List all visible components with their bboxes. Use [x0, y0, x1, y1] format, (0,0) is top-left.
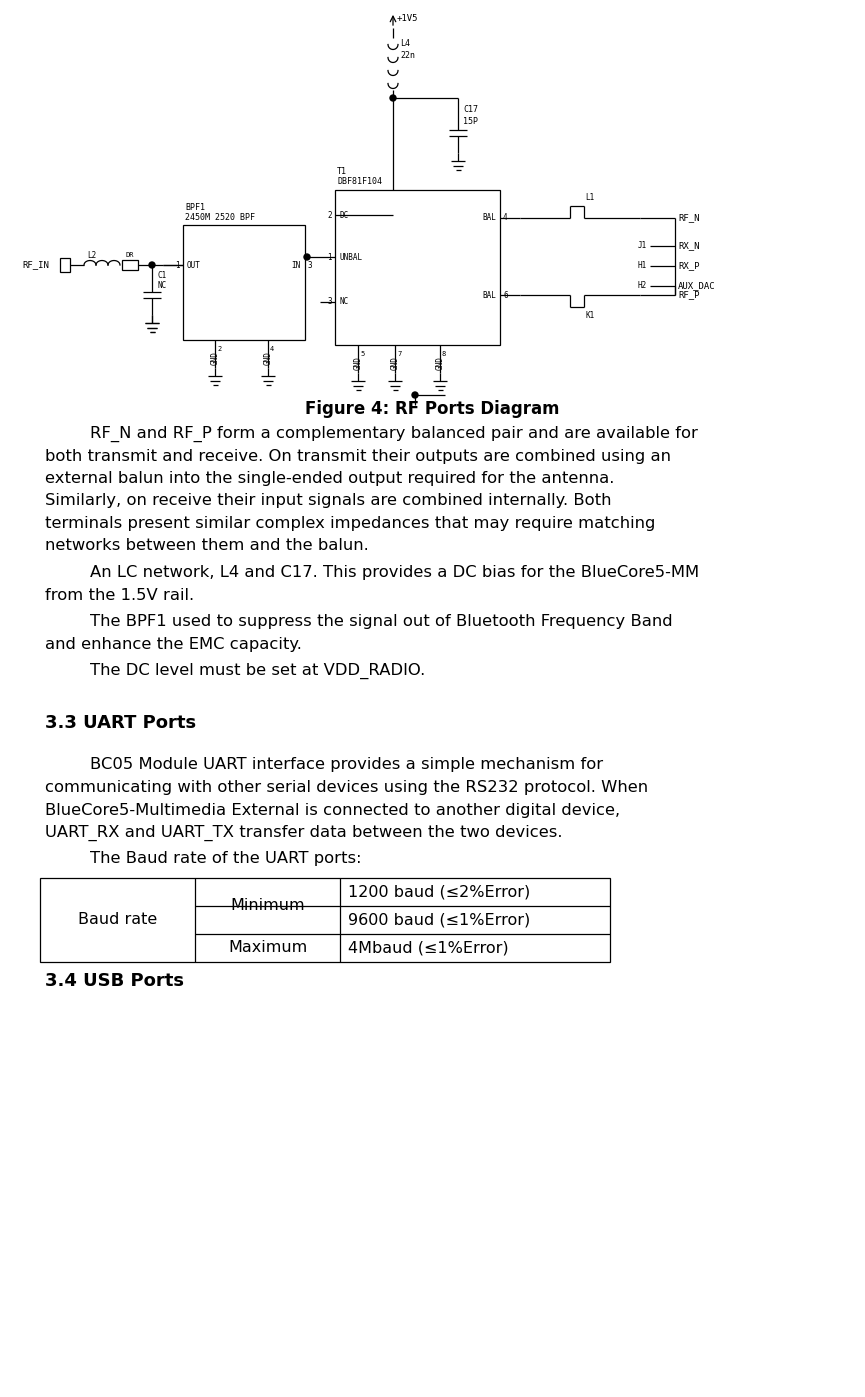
Text: 3: 3	[327, 298, 332, 306]
Text: The Baud rate of the UART ports:: The Baud rate of the UART ports:	[90, 852, 362, 866]
Bar	[183, 225, 305, 339]
Polygon shape	[60, 258, 70, 272]
Text: GND: GND	[390, 356, 400, 370]
Text: L4: L4	[400, 39, 410, 49]
Text: An LC network, L4 and C17. This provides a DC bias for the BlueCore5-MM: An LC network, L4 and C17. This provides…	[90, 564, 699, 580]
Bar	[122, 260, 138, 270]
Text: NC: NC	[339, 298, 349, 306]
Text: 9600 baud (≤1%Error): 9600 baud (≤1%Error)	[348, 912, 530, 928]
Text: Figure 4: RF Ports Diagram: Figure 4: RF Ports Diagram	[305, 400, 560, 418]
Text: 1: 1	[327, 253, 332, 261]
Circle shape	[149, 263, 155, 268]
Text: Similarly, on receive their input signals are combined internally. Both: Similarly, on receive their input signal…	[45, 493, 612, 509]
Text: DC: DC	[339, 211, 349, 219]
Text: L2: L2	[87, 251, 97, 260]
Text: BC05 Module UART interface provides a simple mechanism for: BC05 Module UART interface provides a si…	[90, 757, 603, 773]
Bar	[335, 190, 500, 345]
Text: T1: T1	[337, 168, 347, 176]
Text: BAL: BAL	[482, 214, 496, 222]
Text: RF_IN: RF_IN	[22, 260, 49, 270]
Text: OUT: OUT	[187, 260, 201, 270]
Text: terminals present similar complex impedances that may require matching: terminals present similar complex impeda…	[45, 515, 656, 531]
Circle shape	[304, 254, 310, 260]
Text: RX_P: RX_P	[678, 261, 700, 271]
Text: 8: 8	[442, 351, 446, 358]
Text: external balun into the single-ended output required for the antenna.: external balun into the single-ended out…	[45, 471, 614, 486]
Circle shape	[390, 95, 396, 101]
Text: 3: 3	[308, 260, 312, 270]
Text: RF_N and RF_P form a complementary balanced pair and are available for: RF_N and RF_P form a complementary balan…	[90, 426, 698, 443]
Text: 15P: 15P	[463, 117, 478, 127]
Text: H1: H1	[638, 261, 647, 271]
Text: L1: L1	[585, 194, 594, 203]
Text: 4: 4	[270, 346, 274, 352]
Text: C1: C1	[157, 271, 166, 279]
Text: 2: 2	[217, 346, 221, 352]
Text: GND: GND	[354, 356, 362, 370]
Text: UNBAL: UNBAL	[339, 253, 362, 261]
Text: GND: GND	[264, 351, 272, 365]
Text: Baud rate: Baud rate	[78, 912, 157, 928]
Text: 7: 7	[397, 351, 401, 358]
Text: BAL: BAL	[482, 291, 496, 299]
Text: Maximum: Maximum	[227, 940, 307, 956]
Bar	[40, 877, 610, 963]
Text: AUX_DAC: AUX_DAC	[678, 282, 715, 291]
Text: Minimum: Minimum	[230, 898, 304, 914]
Text: DR: DR	[125, 251, 133, 258]
Text: 22n: 22n	[400, 52, 415, 60]
Circle shape	[412, 393, 418, 398]
Text: UART_RX and UART_TX transfer data between the two devices.: UART_RX and UART_TX transfer data betwee…	[45, 826, 562, 841]
Text: IN: IN	[292, 260, 301, 270]
Text: communicating with other serial devices using the RS232 protocol. When: communicating with other serial devices …	[45, 780, 648, 795]
Text: RX_N: RX_N	[678, 242, 700, 250]
Text: RF_P: RF_P	[678, 291, 700, 299]
Text: RF_N: RF_N	[678, 214, 700, 222]
Text: 2450M 2520 BPF: 2450M 2520 BPF	[185, 212, 255, 222]
Text: C17: C17	[463, 106, 478, 115]
Text: both transmit and receive. On transmit their outputs are combined using an: both transmit and receive. On transmit t…	[45, 448, 671, 464]
Text: 4Mbaud (≤1%Error): 4Mbaud (≤1%Error)	[348, 940, 509, 956]
Text: networks between them and the balun.: networks between them and the balun.	[45, 538, 368, 553]
Text: +1V5: +1V5	[397, 14, 419, 22]
Text: 6: 6	[503, 291, 508, 299]
Text: 3.4 USB Ports: 3.4 USB Ports	[45, 972, 184, 990]
Text: GND: GND	[210, 351, 220, 365]
Text: 1: 1	[176, 260, 180, 270]
Text: The BPF1 used to suppress the signal out of Bluetooth Frequency Band: The BPF1 used to suppress the signal out…	[90, 615, 673, 629]
Text: 3.3 UART Ports: 3.3 UART Ports	[45, 714, 196, 732]
Text: H2: H2	[638, 282, 647, 291]
Text: 4: 4	[503, 214, 508, 222]
Text: BlueCore5-Multimedia External is connected to another digital device,: BlueCore5-Multimedia External is connect…	[45, 802, 620, 817]
Text: 2: 2	[327, 211, 332, 219]
Text: NC: NC	[157, 281, 166, 289]
Text: The DC level must be set at VDD_RADIO.: The DC level must be set at VDD_RADIO.	[90, 664, 426, 679]
Text: 5: 5	[360, 351, 364, 358]
Text: J1: J1	[638, 242, 647, 250]
Text: DBF81F104: DBF81F104	[337, 177, 382, 187]
Text: GND: GND	[435, 356, 445, 370]
Text: from the 1.5V rail.: from the 1.5V rail.	[45, 588, 194, 602]
Text: BPF1: BPF1	[185, 203, 205, 211]
Text: K1: K1	[585, 310, 594, 320]
Text: and enhance the EMC capacity.: and enhance the EMC capacity.	[45, 637, 302, 651]
Text: 1200 baud (≤2%Error): 1200 baud (≤2%Error)	[348, 884, 530, 900]
